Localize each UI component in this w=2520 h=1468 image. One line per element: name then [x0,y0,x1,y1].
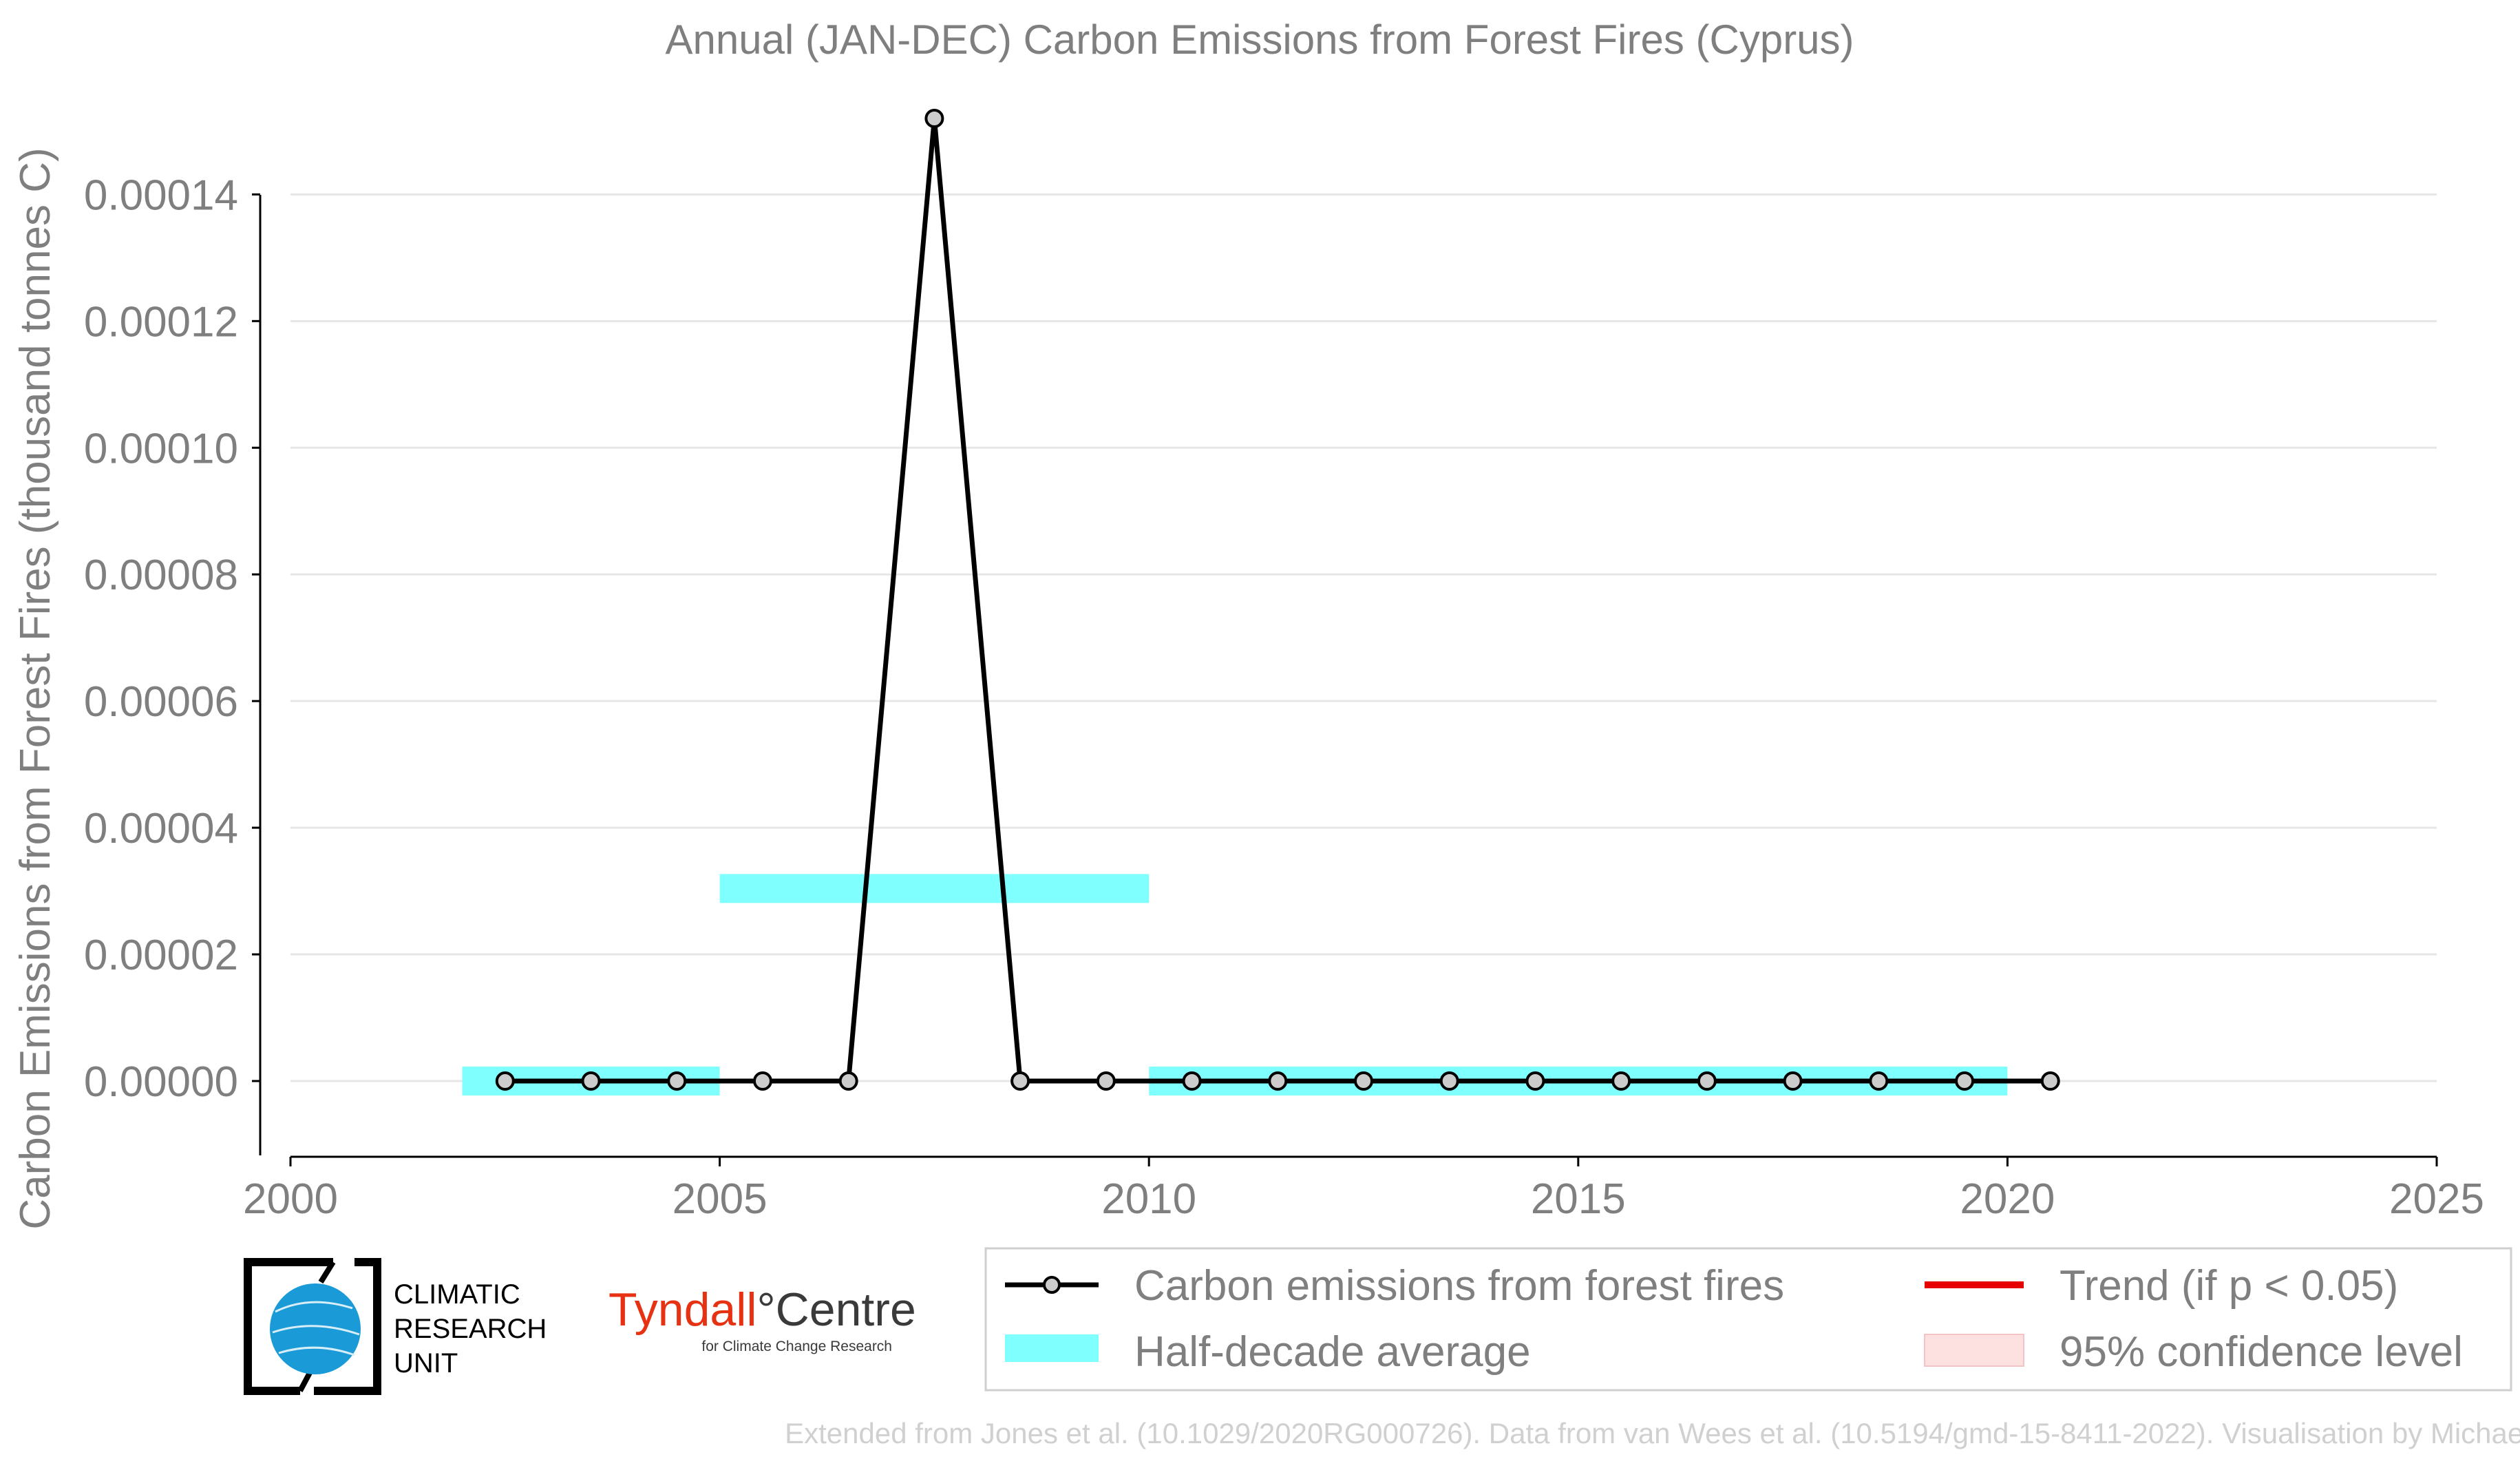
y-tick-label: 0.00010 [84,425,238,472]
grid-lines [290,193,2437,1082]
y-tick-label: 0.00014 [84,171,238,219]
data-point [1783,1071,1803,1091]
legend-trend-label: Trend (if p < 0.05) [2060,1262,2398,1310]
data-point [1525,1071,1545,1091]
cru-line1: CLIMATIC [394,1279,520,1310]
axes [259,195,2437,1158]
y-tick-label: 0.00012 [84,298,238,346]
y-tick-label: 0.00006 [84,678,238,726]
data-point [1955,1071,1975,1091]
data-point [667,1071,687,1091]
y-tick-label: 0.00004 [84,805,238,852]
x-tick-label: 2000 [243,1175,338,1223]
legend-frame [984,1247,2512,1392]
tyndall-sub: for Climate Change Research [701,1339,892,1354]
series-emissions [495,109,2060,1091]
data-point [838,1071,858,1091]
footer-credit: Extended from Jones et al. (10.1029/2020… [785,1417,2520,1449]
data-point [495,1071,515,1091]
cru-line2: RESEARCH [394,1314,547,1344]
data-point [924,109,944,128]
series-line [505,116,2051,1084]
globe-icon-swirl [272,1301,360,1356]
legend-confidence-swatch [1924,1334,2024,1367]
data-point [1096,1071,1116,1091]
data-point [1010,1071,1030,1091]
tyndall-part2: °Centre [756,1283,915,1336]
x-tick-label: 2005 [673,1175,767,1223]
cru-logo: CLIMATIC RESEARCH UNIT [244,1258,547,1395]
data-point [1182,1071,1202,1091]
chart-title: Annual (JAN-DEC) Carbon Emissions from F… [665,17,1854,63]
legend-series-label: Carbon emissions from forest fires [1134,1262,1784,1310]
y-axis-label: Carbon Emissions from Forest Fires (thou… [12,147,59,1229]
data-point [1697,1071,1717,1091]
data-point [1354,1071,1373,1091]
x-tick-label: 2015 [1531,1175,1626,1223]
data-point [1869,1071,1889,1091]
cru-logo-frame [244,1258,381,1395]
data-point [1439,1071,1459,1091]
cru-logo-slash-top [318,1260,336,1284]
data-point [1611,1071,1631,1091]
legend: Carbon emissions from forest fires Half-… [984,1247,2512,1392]
data-point [581,1071,601,1091]
cru-line3: UNIT [394,1348,458,1378]
x-tick-label: 2020 [1960,1175,2055,1223]
y-ticks: 0.00000 0.00002 0.00004 0.00006 0.00008 0.000… [84,171,260,1106]
x-tick-label: 2025 [2389,1175,2484,1223]
legend-series-swatch-marker [1043,1276,1061,1294]
x-tick-label: 2010 [1101,1175,1196,1223]
half-decade-bands [462,874,2008,1095]
tyndall-wordmark: Tyndall°Centre [608,1283,916,1336]
tyndall-part1: Tyndall [608,1283,756,1336]
y-tick-label: 0.00008 [84,552,238,599]
tyndall-logo: Tyndall°Centre for Climate Change Resear… [608,1283,916,1354]
legend-half-decade-label: Half-decade average [1134,1328,1531,1376]
data-point [752,1071,772,1091]
half-decade-bar [719,874,1150,903]
data-point [1268,1071,1288,1091]
y-tick-label: 0.00000 [84,1058,238,1106]
data-point [2040,1071,2060,1091]
x-ticks: 2000 2005 2010 2015 2020 2025 [243,1157,2484,1223]
legend-half-decade-swatch [1005,1334,1099,1362]
legend-confidence-label: 95% confidence level [2060,1328,2463,1376]
y-tick-label: 0.00002 [84,932,238,979]
